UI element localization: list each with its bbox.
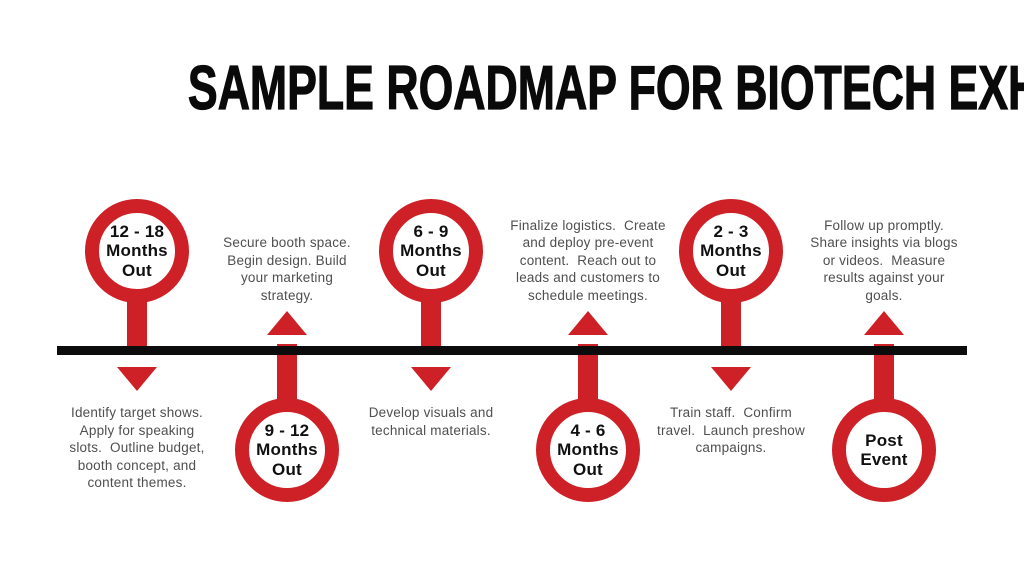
milestone-description-box: Develop visuals and technical materials. <box>331 404 531 439</box>
page-title-text: SAMPLE ROADMAP FOR BIOTECH EXHIBITS <box>187 54 1024 123</box>
milestone-circle-label: 6 - 9 Months Out <box>400 221 462 280</box>
milestone-description-box: Follow up promptly. Share insights via b… <box>784 196 984 304</box>
milestone-circle: 6 - 9 Months Out <box>379 199 483 303</box>
milestone-circle: 12 - 18 Months Out <box>85 199 189 303</box>
milestone-description: Follow up promptly. Share insights via b… <box>810 217 958 303</box>
milestone-description: Develop visuals and technical materials. <box>368 405 494 438</box>
milestone-circle-label: 4 - 6 Months Out <box>557 420 619 479</box>
milestone-description: Train staff. Confirm travel. Launch pres… <box>657 405 805 455</box>
arrow-down-icon <box>411 367 451 391</box>
milestone-circle-label: 2 - 3 Months Out <box>700 221 762 280</box>
milestone-description: Secure booth space. Begin design. Build … <box>223 235 351 303</box>
milestone-circle: 9 - 12 Months Out <box>235 398 339 502</box>
milestone-circle: 4 - 6 Months Out <box>536 398 640 502</box>
milestone-circle: Post Event <box>832 398 936 502</box>
arrow-down-icon <box>711 367 751 391</box>
arrow-down-icon <box>117 367 157 391</box>
milestone-description: Identify target shows. Apply for speakin… <box>69 405 205 490</box>
milestone-circle-label: Post Event <box>860 430 908 470</box>
milestone-description-box: Secure booth space. Begin design. Build … <box>187 196 387 304</box>
page-title: SAMPLE ROADMAP FOR BIOTECH EXHIBITS <box>0 54 1024 123</box>
milestone-description: Finalize logistics. Create and deploy pr… <box>510 217 666 303</box>
arrow-up-icon <box>568 311 608 335</box>
milestone-circle: 2 - 3 Months Out <box>679 199 783 303</box>
milestone-description-box: Finalize logistics. Create and deploy pr… <box>488 196 688 304</box>
milestone-circle-label: 12 - 18 Months Out <box>106 221 168 280</box>
milestone-description-box: Train staff. Confirm travel. Launch pres… <box>631 404 831 457</box>
arrow-up-icon <box>267 311 307 335</box>
timeline-line <box>57 346 967 355</box>
milestone-circle-label: 9 - 12 Months Out <box>256 420 318 479</box>
milestone-description-box: Identify target shows. Apply for speakin… <box>37 404 237 492</box>
arrow-up-icon <box>864 311 904 335</box>
